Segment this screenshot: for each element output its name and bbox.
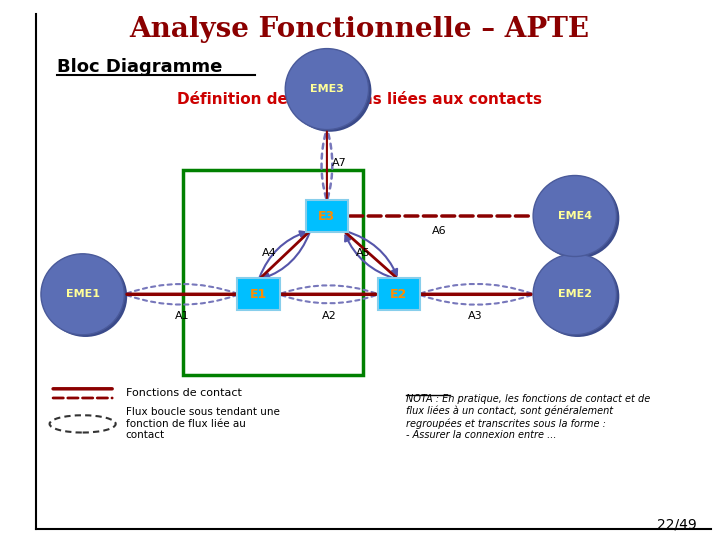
Ellipse shape bbox=[288, 51, 372, 132]
Ellipse shape bbox=[536, 256, 619, 337]
Text: A5: A5 bbox=[356, 248, 370, 258]
Text: EME3: EME3 bbox=[310, 84, 344, 94]
Text: A7: A7 bbox=[332, 158, 346, 168]
FancyBboxPatch shape bbox=[306, 200, 348, 232]
Text: E1: E1 bbox=[250, 288, 267, 301]
Ellipse shape bbox=[44, 256, 127, 337]
Text: Bloc Diagramme: Bloc Diagramme bbox=[58, 58, 223, 77]
Text: EME1: EME1 bbox=[66, 289, 99, 299]
Text: A3: A3 bbox=[468, 311, 483, 321]
Text: E3: E3 bbox=[318, 210, 336, 222]
Ellipse shape bbox=[285, 49, 369, 130]
Ellipse shape bbox=[533, 176, 616, 256]
Text: EME4: EME4 bbox=[558, 211, 592, 221]
Text: A4: A4 bbox=[262, 248, 276, 258]
Text: EME2: EME2 bbox=[558, 289, 592, 299]
Text: Définition des fonctions liées aux contacts: Définition des fonctions liées aux conta… bbox=[176, 92, 541, 107]
Text: A1: A1 bbox=[174, 311, 189, 321]
Ellipse shape bbox=[533, 254, 616, 335]
FancyBboxPatch shape bbox=[377, 279, 420, 310]
Text: E2: E2 bbox=[390, 288, 408, 301]
Text: Flux boucle sous tendant une
fonction de flux liée au
contact: Flux boucle sous tendant une fonction de… bbox=[126, 407, 279, 441]
Text: Fonctions de contact: Fonctions de contact bbox=[126, 388, 242, 398]
Text: A2: A2 bbox=[322, 311, 336, 321]
Text: NOTA : En pratique, les fonctions de contact et de
flux liées à un contact, sont: NOTA : En pratique, les fonctions de con… bbox=[406, 394, 650, 440]
Text: A6: A6 bbox=[433, 226, 447, 236]
Ellipse shape bbox=[536, 178, 619, 259]
Ellipse shape bbox=[41, 254, 125, 335]
FancyBboxPatch shape bbox=[238, 279, 280, 310]
Text: Analyse Fonctionnelle – APTE: Analyse Fonctionnelle – APTE bbox=[130, 16, 589, 43]
Text: 22/49: 22/49 bbox=[657, 518, 697, 532]
